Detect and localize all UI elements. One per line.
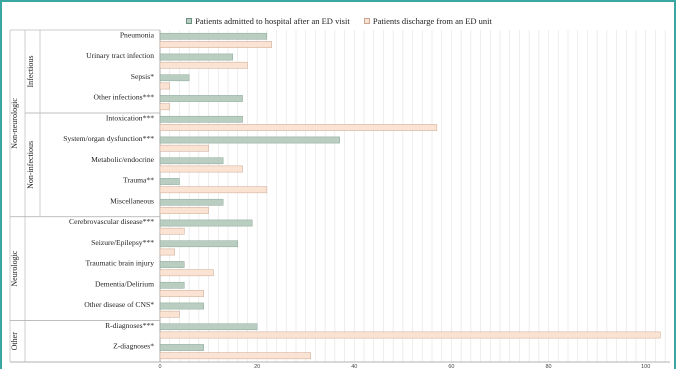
bar-admitted <box>159 115 243 123</box>
legend-swatch-discharged <box>363 18 370 24</box>
bar-admitted <box>159 178 180 185</box>
bar-discharged <box>159 124 438 131</box>
category-label: Z-diagnoses* <box>113 342 154 351</box>
bar-admitted <box>159 157 224 165</box>
bar-discharged <box>159 290 204 297</box>
legend-label-admitted: Patients admitted to hospital after an E… <box>195 16 350 26</box>
category-label: Pneumonia <box>120 30 155 39</box>
x-tick-label: 0 <box>158 364 161 369</box>
bar-discharged <box>159 207 209 214</box>
category-label: Metabolic/endocrine <box>91 155 154 164</box>
bar-discharged <box>159 61 248 69</box>
category-label: Miscellaneous <box>110 196 154 205</box>
legend-item-discharged: Patients discharge from an ED unit <box>363 16 492 26</box>
bar-discharged <box>159 310 180 318</box>
legend: Patients admitted to hospital after an E… <box>0 16 678 26</box>
category-label: Seizure/Epilepsy*** <box>91 238 154 247</box>
category-label: Intoxication*** <box>106 113 154 122</box>
category-label: Other infections*** <box>93 93 154 102</box>
x-tick-label: 60 <box>448 364 454 369</box>
bar-discharged <box>159 331 661 339</box>
bar-discharged <box>159 186 268 194</box>
legend-item-admitted: Patients admitted to hospital after an E… <box>186 16 350 26</box>
bar-discharged <box>159 227 185 235</box>
bar-discharged <box>159 144 209 152</box>
x-tick-label: 100 <box>641 364 650 369</box>
legend-label-discharged: Patients discharge from an ED unit <box>372 16 492 26</box>
group-label: Non-neurologic <box>10 98 19 149</box>
bar-admitted <box>159 261 185 268</box>
category-label: Traumatic brain injury <box>86 259 155 268</box>
bar-admitted <box>159 136 340 144</box>
group-label: Neurologic <box>10 250 19 286</box>
category-label: Sepsis* <box>131 72 154 81</box>
bar-admitted <box>159 198 224 206</box>
bar-admitted <box>159 74 190 82</box>
category-label: System/organ dysfunction*** <box>63 134 154 143</box>
bar-admitted <box>159 344 204 351</box>
bar-admitted <box>159 219 253 227</box>
bar-discharged <box>159 103 170 111</box>
category-label: Cerebrovascular disease*** <box>69 217 154 226</box>
bar-admitted <box>159 302 204 310</box>
bar-discharged <box>159 248 175 256</box>
x-tick-label: 20 <box>254 364 260 369</box>
subgroup-label: Infectious <box>26 56 35 88</box>
category-label: Dementia/Delirium <box>95 279 154 288</box>
bar-admitted <box>159 95 243 102</box>
bar-discharged <box>159 165 243 173</box>
x-tick-label: 40 <box>351 364 357 369</box>
bar-discharged <box>159 269 214 277</box>
category-label: Other disease of CNS* <box>84 300 154 309</box>
group-label: Other <box>10 332 19 351</box>
bar-discharged <box>159 352 311 360</box>
bar-admitted <box>159 323 258 331</box>
category-label: R-diagnoses*** <box>105 321 154 330</box>
bar-admitted <box>159 240 238 248</box>
x-tick-label: 80 <box>546 364 552 369</box>
bar-admitted <box>159 53 234 61</box>
legend-swatch-admitted <box>186 18 193 24</box>
bar-discharged <box>159 82 170 90</box>
subgroup-label: Non-infectious <box>26 141 35 189</box>
bar-discharged <box>159 41 272 48</box>
bar-admitted <box>159 32 268 40</box>
category-label: Trauma** <box>123 176 154 185</box>
category-label: Urinary tract infection <box>86 51 154 60</box>
bar-admitted <box>159 281 185 289</box>
